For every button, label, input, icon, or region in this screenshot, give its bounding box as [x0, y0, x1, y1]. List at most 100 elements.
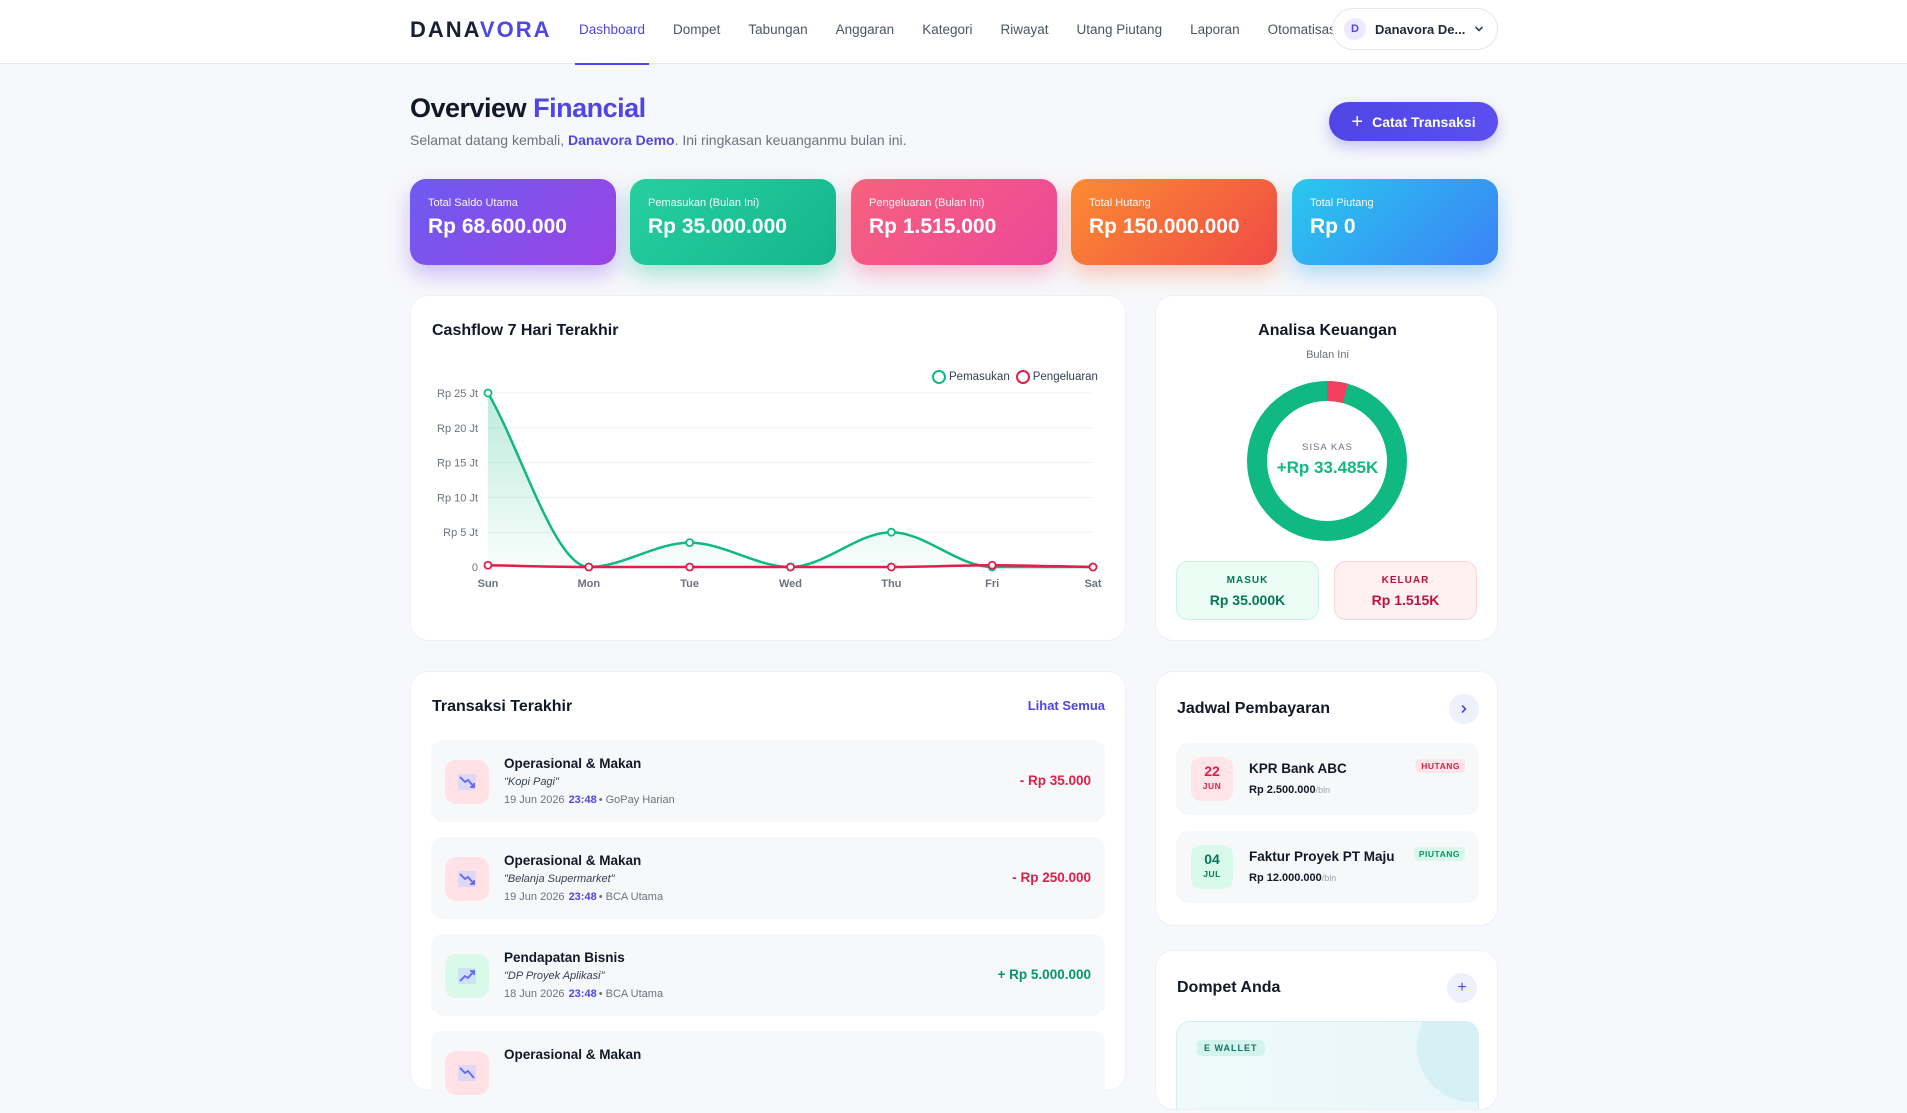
data-point-pengeluaran[interactable] [1088, 562, 1098, 572]
cash-donut-chart [1247, 381, 1407, 541]
add-wallet-button[interactable]: + [1447, 973, 1477, 1003]
subtitle-summary: . Ini ringkasan keuanganmu bulan ini. [674, 132, 907, 148]
data-point-pengeluaran[interactable] [987, 560, 997, 570]
wallets-title: Dompet Anda [1177, 979, 1281, 996]
stat-card-pemasukan: Pemasukan (Bulan Ini) Rp 35.000.000 [630, 179, 836, 265]
y-tick-label: 0 [472, 562, 478, 574]
schedule-amount: Rp 12.000.000/bln [1249, 872, 1336, 884]
transaction-amount: - Rp 250.000 [1012, 870, 1091, 885]
stat-card-total-saldo: Total Saldo Utama Rp 68.600.000 [410, 179, 616, 265]
y-tick-label: Rp 20 Jt [437, 423, 478, 435]
data-point-pemasukan[interactable] [886, 527, 896, 537]
schedule-item[interactable]: 22 JUN KPR Bank ABC Rp 2.500.000/bln HUT… [1176, 743, 1479, 815]
wallet-type-tag: E WALLET [1197, 1040, 1265, 1056]
transaction-note: "Belanja Supermarket" [504, 873, 615, 885]
legend-dot-pemasukan [932, 370, 946, 384]
transaction-row[interactable]: Pendapatan Bisnis "DP Proyek Aplikasi" 1… [431, 934, 1105, 1016]
data-point-pengeluaran[interactable] [685, 562, 695, 572]
subtitle-user-name: Danavora Demo [567, 132, 675, 148]
avatar: D [1344, 18, 1366, 40]
masuk-value: Rp 35.000K [1209, 592, 1286, 608]
legend-dot-pengeluaran [1015, 370, 1030, 384]
transaction-date: 19 Jun 2026 [504, 794, 565, 806]
wallet-card-decoration [1417, 1022, 1478, 1102]
stat-card-piutang: Total Piutang Rp 0 [1292, 179, 1498, 265]
transaction-row[interactable]: Operasional & Makan "Kopi Pagi" 19 Jun 2… [431, 740, 1105, 822]
brand-logo[interactable]: DANAVORA [410, 17, 551, 43]
nav-item-utang-piutang[interactable]: Utang Piutang [1076, 22, 1163, 37]
trend-down-icon [445, 1051, 489, 1095]
data-point-pemasukan[interactable] [685, 538, 695, 548]
schedule-period: /bln [1321, 873, 1337, 883]
stat-value: Rp 68.600.000 [428, 215, 567, 238]
transaction-row[interactable]: Operasional & Makan "Belanja Supermarket… [431, 837, 1105, 919]
transaction-category: Pendapatan Bisnis [504, 950, 625, 965]
masuk-summary: MASUK Rp 35.000K [1176, 561, 1319, 620]
status-badge: PIUTANG [1413, 847, 1465, 861]
transaction-date: 18 Jun 2026 [504, 988, 565, 1000]
schedule-next-button[interactable] [1449, 694, 1479, 724]
donut-center-label: SISA KAS [1302, 442, 1353, 453]
stat-label: Total Piutang [1310, 197, 1374, 209]
stat-label: Total Saldo Utama [428, 197, 518, 209]
x-tick-label: Thu [881, 578, 901, 590]
status-badge: HUTANG [1416, 759, 1465, 773]
recent-transactions-title: Transaksi Terakhir [432, 698, 573, 715]
donut-expense-arc [1326, 381, 1348, 404]
nav-links: Dashboard Dompet Tabungan Anggaran Kateg… [565, 0, 1353, 65]
user-name: Danavora De... [1375, 21, 1466, 37]
trend-down-icon [445, 760, 489, 804]
legend-label-pengeluaran[interactable]: Pengeluaran [1032, 371, 1098, 383]
transaction-time: 23:48 [568, 891, 597, 903]
y-tick-label: Rp 5 Jt [443, 527, 478, 539]
transaction-category: Operasional & Makan [504, 853, 642, 868]
brand-part-2: VORA [479, 17, 552, 42]
y-tick-label: Rp 25 Jt [437, 388, 478, 400]
keluar-summary: KELUAR Rp 1.515K [1334, 561, 1477, 620]
stat-value: Rp 35.000.000 [648, 215, 787, 238]
y-tick-label: Rp 15 Jt [437, 458, 478, 470]
nav-item-kategori[interactable]: Kategori [922, 22, 973, 37]
schedule-amount-value: Rp 2.500.000 [1249, 784, 1316, 796]
data-point-pengeluaran[interactable] [584, 562, 594, 572]
transaction-date: 19 Jun 2026 [504, 891, 565, 903]
plus-icon: + [1457, 979, 1467, 996]
schedule-day: 04 [1204, 851, 1220, 867]
user-menu-button[interactable]: D Danavora De... [1332, 8, 1498, 50]
plus-icon: + [1351, 110, 1364, 133]
series-line-pemasukan [486, 392, 1093, 569]
keluar-label: KELUAR [1381, 575, 1430, 586]
schedule-period: /bln [1315, 785, 1331, 795]
data-point-pemasukan[interactable] [483, 388, 493, 398]
nav-item-otomatisasi[interactable]: Otomatisasi [1267, 22, 1339, 37]
schedule-amount: Rp 2.500.000/bln [1249, 784, 1330, 796]
nav-item-anggaran[interactable]: Anggaran [835, 22, 895, 37]
nav-item-dashboard[interactable]: Dashboard [565, 0, 659, 65]
nav-item-dompet[interactable]: Dompet [673, 22, 721, 37]
legend-label-pemasukan[interactable]: Pemasukan [949, 371, 1010, 383]
stat-value: Rp 1.515.000 [869, 215, 997, 238]
data-point-pengeluaran[interactable] [886, 562, 896, 572]
y-tick-label: Rp 10 Jt [437, 492, 478, 504]
data-point-pengeluaran[interactable] [786, 562, 795, 572]
schedule-item[interactable]: 04 JUL Faktur Proyek PT Maju Rp 12.000.0… [1176, 831, 1479, 903]
schedule-amount-value: Rp 12.000.000 [1249, 872, 1322, 884]
transaction-amount: + Rp 5.000.000 [997, 967, 1091, 982]
analisa-panel: Analisa Keuangan Bulan Ini SISA KAS +Rp … [1155, 295, 1498, 641]
x-tick-label: Fri [985, 578, 999, 590]
series-area-pemasukan [488, 393, 1093, 567]
add-transaction-button[interactable]: + Catat Transaksi [1329, 102, 1498, 141]
page-title: Overview Financial [410, 93, 646, 124]
see-all-link[interactable]: Lihat Semua [1027, 698, 1105, 713]
transaction-category: Operasional & Makan [504, 756, 642, 771]
nav-item-riwayat[interactable]: Riwayat [1000, 22, 1049, 37]
nav-item-laporan[interactable]: Laporan [1190, 22, 1240, 37]
transaction-wallet: • GoPay Harian [598, 794, 675, 806]
x-tick-label: Tue [680, 578, 699, 590]
schedule-month: JUN [1202, 781, 1222, 791]
nav-item-tabungan[interactable]: Tabungan [748, 22, 808, 37]
stat-label: Total Hutang [1089, 197, 1151, 209]
data-point-pengeluaran[interactable] [483, 560, 493, 570]
schedule-name: Faktur Proyek PT Maju [1249, 849, 1395, 864]
transaction-row[interactable]: Operasional & Makan [431, 1031, 1105, 1113]
